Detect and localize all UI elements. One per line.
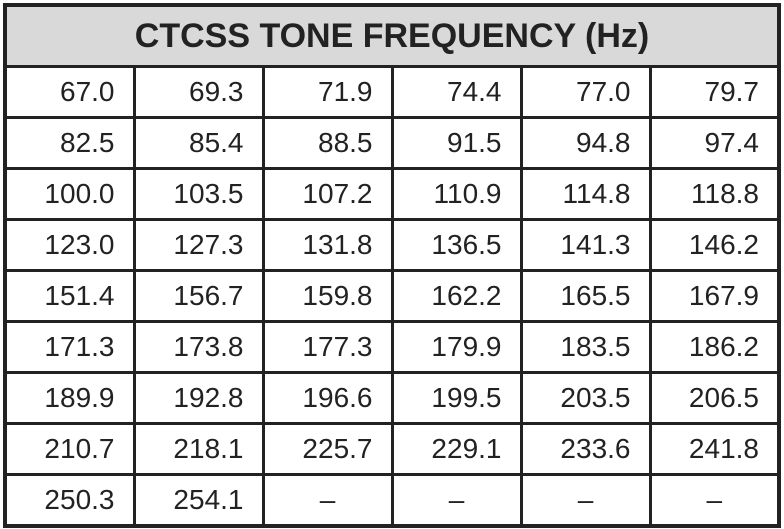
tone-cell: 233.6 bbox=[519, 422, 652, 476]
tone-cell: 177.3 bbox=[261, 320, 394, 374]
tone-cell: 97.4 bbox=[648, 116, 781, 170]
tone-cell: 173.8 bbox=[132, 320, 265, 374]
tone-cell: 69.3 bbox=[132, 65, 265, 119]
tone-cell: 192.8 bbox=[132, 371, 265, 425]
tone-cell: 241.8 bbox=[648, 422, 781, 476]
tone-cell: 91.5 bbox=[390, 116, 523, 170]
table-title: CTCSS TONE FREQUENCY (Hz) bbox=[3, 3, 781, 68]
tone-cell: 165.5 bbox=[519, 269, 652, 323]
tone-cell: 118.8 bbox=[648, 167, 781, 221]
tone-cell: 151.4 bbox=[3, 269, 136, 323]
tone-cell: 183.5 bbox=[519, 320, 652, 374]
tone-cell: – bbox=[261, 473, 394, 528]
tone-cell: – bbox=[390, 473, 523, 528]
tone-cell: 206.5 bbox=[648, 371, 781, 425]
table-row: 210.7 218.1 225.7 229.1 233.6 241.8 bbox=[3, 422, 781, 476]
tone-cell: 94.8 bbox=[519, 116, 652, 170]
tone-cell: 254.1 bbox=[132, 473, 265, 528]
tone-cell: 127.3 bbox=[132, 218, 265, 272]
tone-cell: 103.5 bbox=[132, 167, 265, 221]
tone-cell: 146.2 bbox=[648, 218, 781, 272]
tone-cell: 199.5 bbox=[390, 371, 523, 425]
tone-cell: 141.3 bbox=[519, 218, 652, 272]
tone-cell: 136.5 bbox=[390, 218, 523, 272]
tone-cell: 82.5 bbox=[3, 116, 136, 170]
tone-cell: 162.2 bbox=[390, 269, 523, 323]
tone-cell: 88.5 bbox=[261, 116, 394, 170]
tone-cell: 225.7 bbox=[261, 422, 394, 476]
tone-cell: 100.0 bbox=[3, 167, 136, 221]
tone-cell: 85.4 bbox=[132, 116, 265, 170]
tone-cell: 114.8 bbox=[519, 167, 652, 221]
tone-cell: 250.3 bbox=[3, 473, 136, 528]
tone-cell: 74.4 bbox=[390, 65, 523, 119]
table-row: 151.4 156.7 159.8 162.2 165.5 167.9 bbox=[3, 269, 781, 323]
tone-cell: 171.3 bbox=[3, 320, 136, 374]
tone-cell: 156.7 bbox=[132, 269, 265, 323]
tone-cell: 218.1 bbox=[132, 422, 265, 476]
tone-cell: – bbox=[519, 473, 652, 528]
table-row: 67.0 69.3 71.9 74.4 77.0 79.7 bbox=[3, 65, 781, 119]
tone-cell: 71.9 bbox=[261, 65, 394, 119]
tone-cell: 167.9 bbox=[648, 269, 781, 323]
table-row: 171.3 173.8 177.3 179.9 183.5 186.2 bbox=[3, 320, 781, 374]
table-row: 123.0 127.3 131.8 136.5 141.3 146.2 bbox=[3, 218, 781, 272]
tone-cell: 131.8 bbox=[261, 218, 394, 272]
tone-cell: 229.1 bbox=[390, 422, 523, 476]
tone-cell: 189.9 bbox=[3, 371, 136, 425]
ctcss-table: CTCSS TONE FREQUENCY (Hz) 67.0 69.3 71.9 74… bbox=[3, 3, 781, 528]
tone-cell: 196.6 bbox=[261, 371, 394, 425]
table-body: 67.0 69.3 71.9 74.4 77.0 79.7 82.5 85.4 88.5 91.5… bbox=[3, 65, 781, 528]
tone-cell: 203.5 bbox=[519, 371, 652, 425]
table-row: 100.0 103.5 107.2 110.9 114.8 118.8 bbox=[3, 167, 781, 221]
tone-cell: 123.0 bbox=[3, 218, 136, 272]
tone-cell: 179.9 bbox=[390, 320, 523, 374]
tone-cell: 110.9 bbox=[390, 167, 523, 221]
tone-cell: 186.2 bbox=[648, 320, 781, 374]
table-row: 250.3 254.1– – – – bbox=[3, 473, 781, 528]
tone-cell: 77.0 bbox=[519, 65, 652, 119]
tone-cell: 159.8 bbox=[261, 269, 394, 323]
tone-cell: 107.2 bbox=[261, 167, 394, 221]
table-row: 189.9 192.8 196.6 199.5 203.5 206.5 bbox=[3, 371, 781, 425]
tone-cell: 79.7 bbox=[648, 65, 781, 119]
tone-cell: – bbox=[648, 473, 781, 528]
table-row: 82.5 85.4 88.5 91.5 94.8 97.4 bbox=[3, 116, 781, 170]
tone-cell: 67.0 bbox=[3, 65, 136, 119]
tone-cell: 210.7 bbox=[3, 422, 136, 476]
